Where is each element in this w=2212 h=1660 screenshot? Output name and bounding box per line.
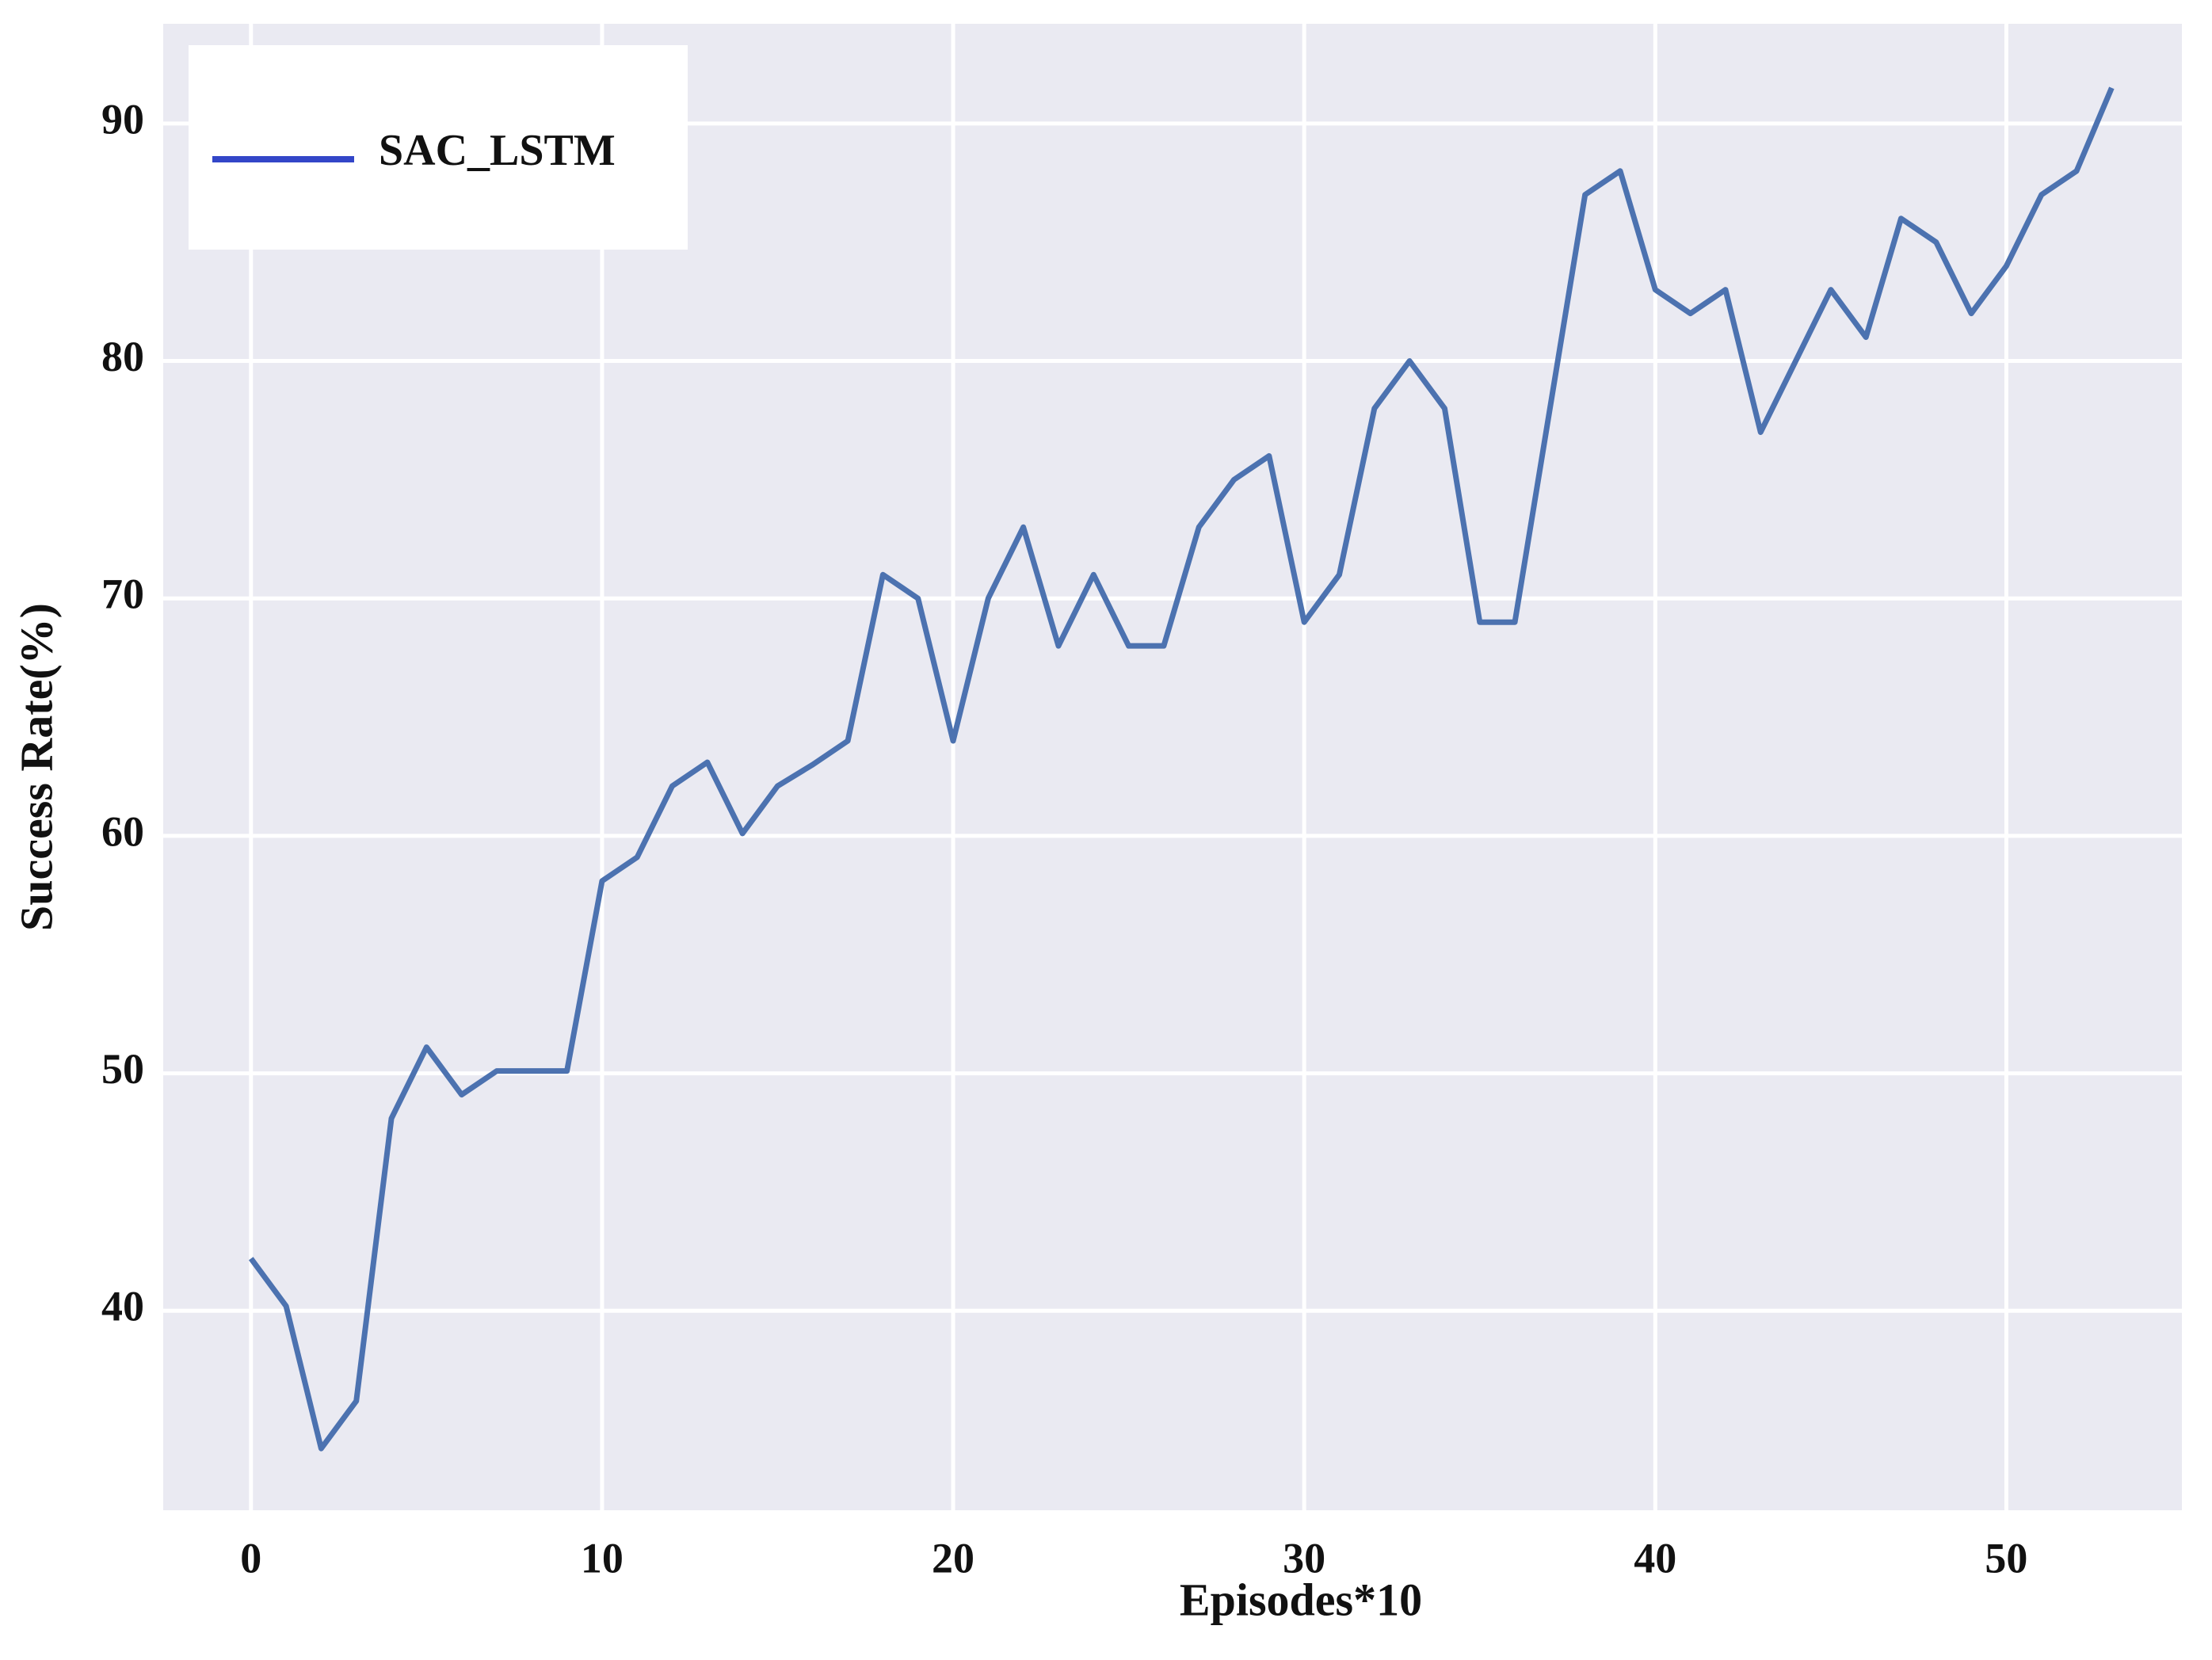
y-tick-label: 60 xyxy=(101,807,144,855)
plot-area xyxy=(163,24,2182,1510)
legend-label: SAC_LSTM xyxy=(379,126,616,175)
y-tick-label: 50 xyxy=(101,1045,144,1093)
x-tick-label: 40 xyxy=(1634,1534,1676,1582)
data-line xyxy=(248,86,2115,1452)
y-tick-label: 80 xyxy=(101,333,144,380)
x-tick-label: 30 xyxy=(1283,1534,1325,1582)
x-tick-label: 10 xyxy=(581,1534,624,1582)
x-axis-label: Episodes*10 xyxy=(1180,1574,1422,1625)
legend-box xyxy=(189,45,688,250)
x-tick-label: 20 xyxy=(932,1534,974,1582)
y-axis-label: Success Rate(%) xyxy=(10,603,62,931)
x-tick-label: 50 xyxy=(1985,1534,2027,1582)
y-tick-label: 90 xyxy=(101,95,144,143)
y-tick-label: 70 xyxy=(101,571,144,618)
x-tick-label: 0 xyxy=(240,1534,261,1582)
y-tick-label: 40 xyxy=(101,1283,144,1330)
